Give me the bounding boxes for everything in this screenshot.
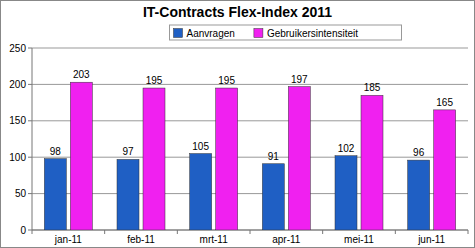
data-label: 97 xyxy=(122,146,134,157)
grid-line xyxy=(32,48,468,49)
chart-svg: IT-Contracts Flex-Index 2011 0 50 100 150 200… xyxy=(0,0,475,248)
x-tick-label: mrt-11 xyxy=(200,234,229,245)
x-tick xyxy=(322,230,323,234)
legend-swatch xyxy=(174,29,183,38)
y-tick xyxy=(28,193,32,194)
x-tick-label: jan-11 xyxy=(54,234,82,245)
x-tick-label: mei-11 xyxy=(344,234,374,245)
grid-line xyxy=(32,84,468,85)
x-tick xyxy=(250,230,251,234)
data-label: 98 xyxy=(50,146,62,157)
y-tick-label: 250 xyxy=(9,43,26,54)
x-tick-label: feb-11 xyxy=(127,234,155,245)
x-tick xyxy=(468,230,469,234)
y-tick-label: 50 xyxy=(15,188,27,199)
x-tick xyxy=(32,230,33,234)
legend-box xyxy=(170,25,402,40)
grid-line xyxy=(32,120,468,121)
x-tick xyxy=(177,230,178,234)
data-label: 185 xyxy=(364,82,381,93)
legend-label: Aanvragen xyxy=(187,28,235,39)
data-label: 102 xyxy=(338,143,355,154)
chart-border xyxy=(1,1,475,248)
bar xyxy=(143,88,165,230)
grid-line xyxy=(32,157,468,158)
data-label: 105 xyxy=(192,141,209,152)
bar xyxy=(288,87,310,230)
title: IT-Contracts Flex-Index 2011 xyxy=(143,4,332,20)
legend-label: Gebruikersintensiteit xyxy=(267,28,358,39)
bar xyxy=(335,156,357,230)
data-label: 96 xyxy=(413,147,425,158)
data-label: 165 xyxy=(436,97,453,108)
legend-swatch xyxy=(254,29,263,38)
bars xyxy=(44,82,455,230)
x-tick xyxy=(395,230,396,234)
y-tick xyxy=(28,48,32,49)
bar xyxy=(70,82,92,230)
y-tick-label: 100 xyxy=(9,152,26,163)
data-label: 197 xyxy=(291,74,308,85)
y-tick-label: 0 xyxy=(20,225,26,236)
chart-container: IT-Contracts Flex-Index 2011 0 50 100 150 200… xyxy=(0,0,475,248)
x-tick-label: apr-11 xyxy=(272,234,301,245)
x-tick-label: jun-11 xyxy=(417,234,445,245)
x-tick xyxy=(104,230,105,234)
y-tick-label: 150 xyxy=(9,115,26,126)
y-tick-label: 200 xyxy=(9,79,26,90)
y-tick xyxy=(28,120,32,121)
bar xyxy=(434,110,456,230)
data-label: 203 xyxy=(73,69,90,80)
bar xyxy=(190,154,212,230)
bar xyxy=(44,159,66,230)
bar xyxy=(117,159,139,230)
data-label: 195 xyxy=(218,75,235,86)
data-label: 91 xyxy=(268,151,280,162)
bar xyxy=(408,160,430,230)
y-tick xyxy=(28,157,32,158)
legend: Aanvragen Gebruikersintensiteit xyxy=(170,25,402,40)
data-label: 195 xyxy=(146,75,163,86)
data-labels: 98 203 97 195 105 195 91 197 102 185 96 165 xyxy=(50,69,454,162)
grid-line xyxy=(32,193,468,194)
y-axis xyxy=(32,48,33,230)
y-tick xyxy=(28,230,32,231)
bar xyxy=(361,95,383,230)
bar xyxy=(216,88,238,230)
y-tick xyxy=(28,84,32,85)
bar xyxy=(262,164,284,230)
